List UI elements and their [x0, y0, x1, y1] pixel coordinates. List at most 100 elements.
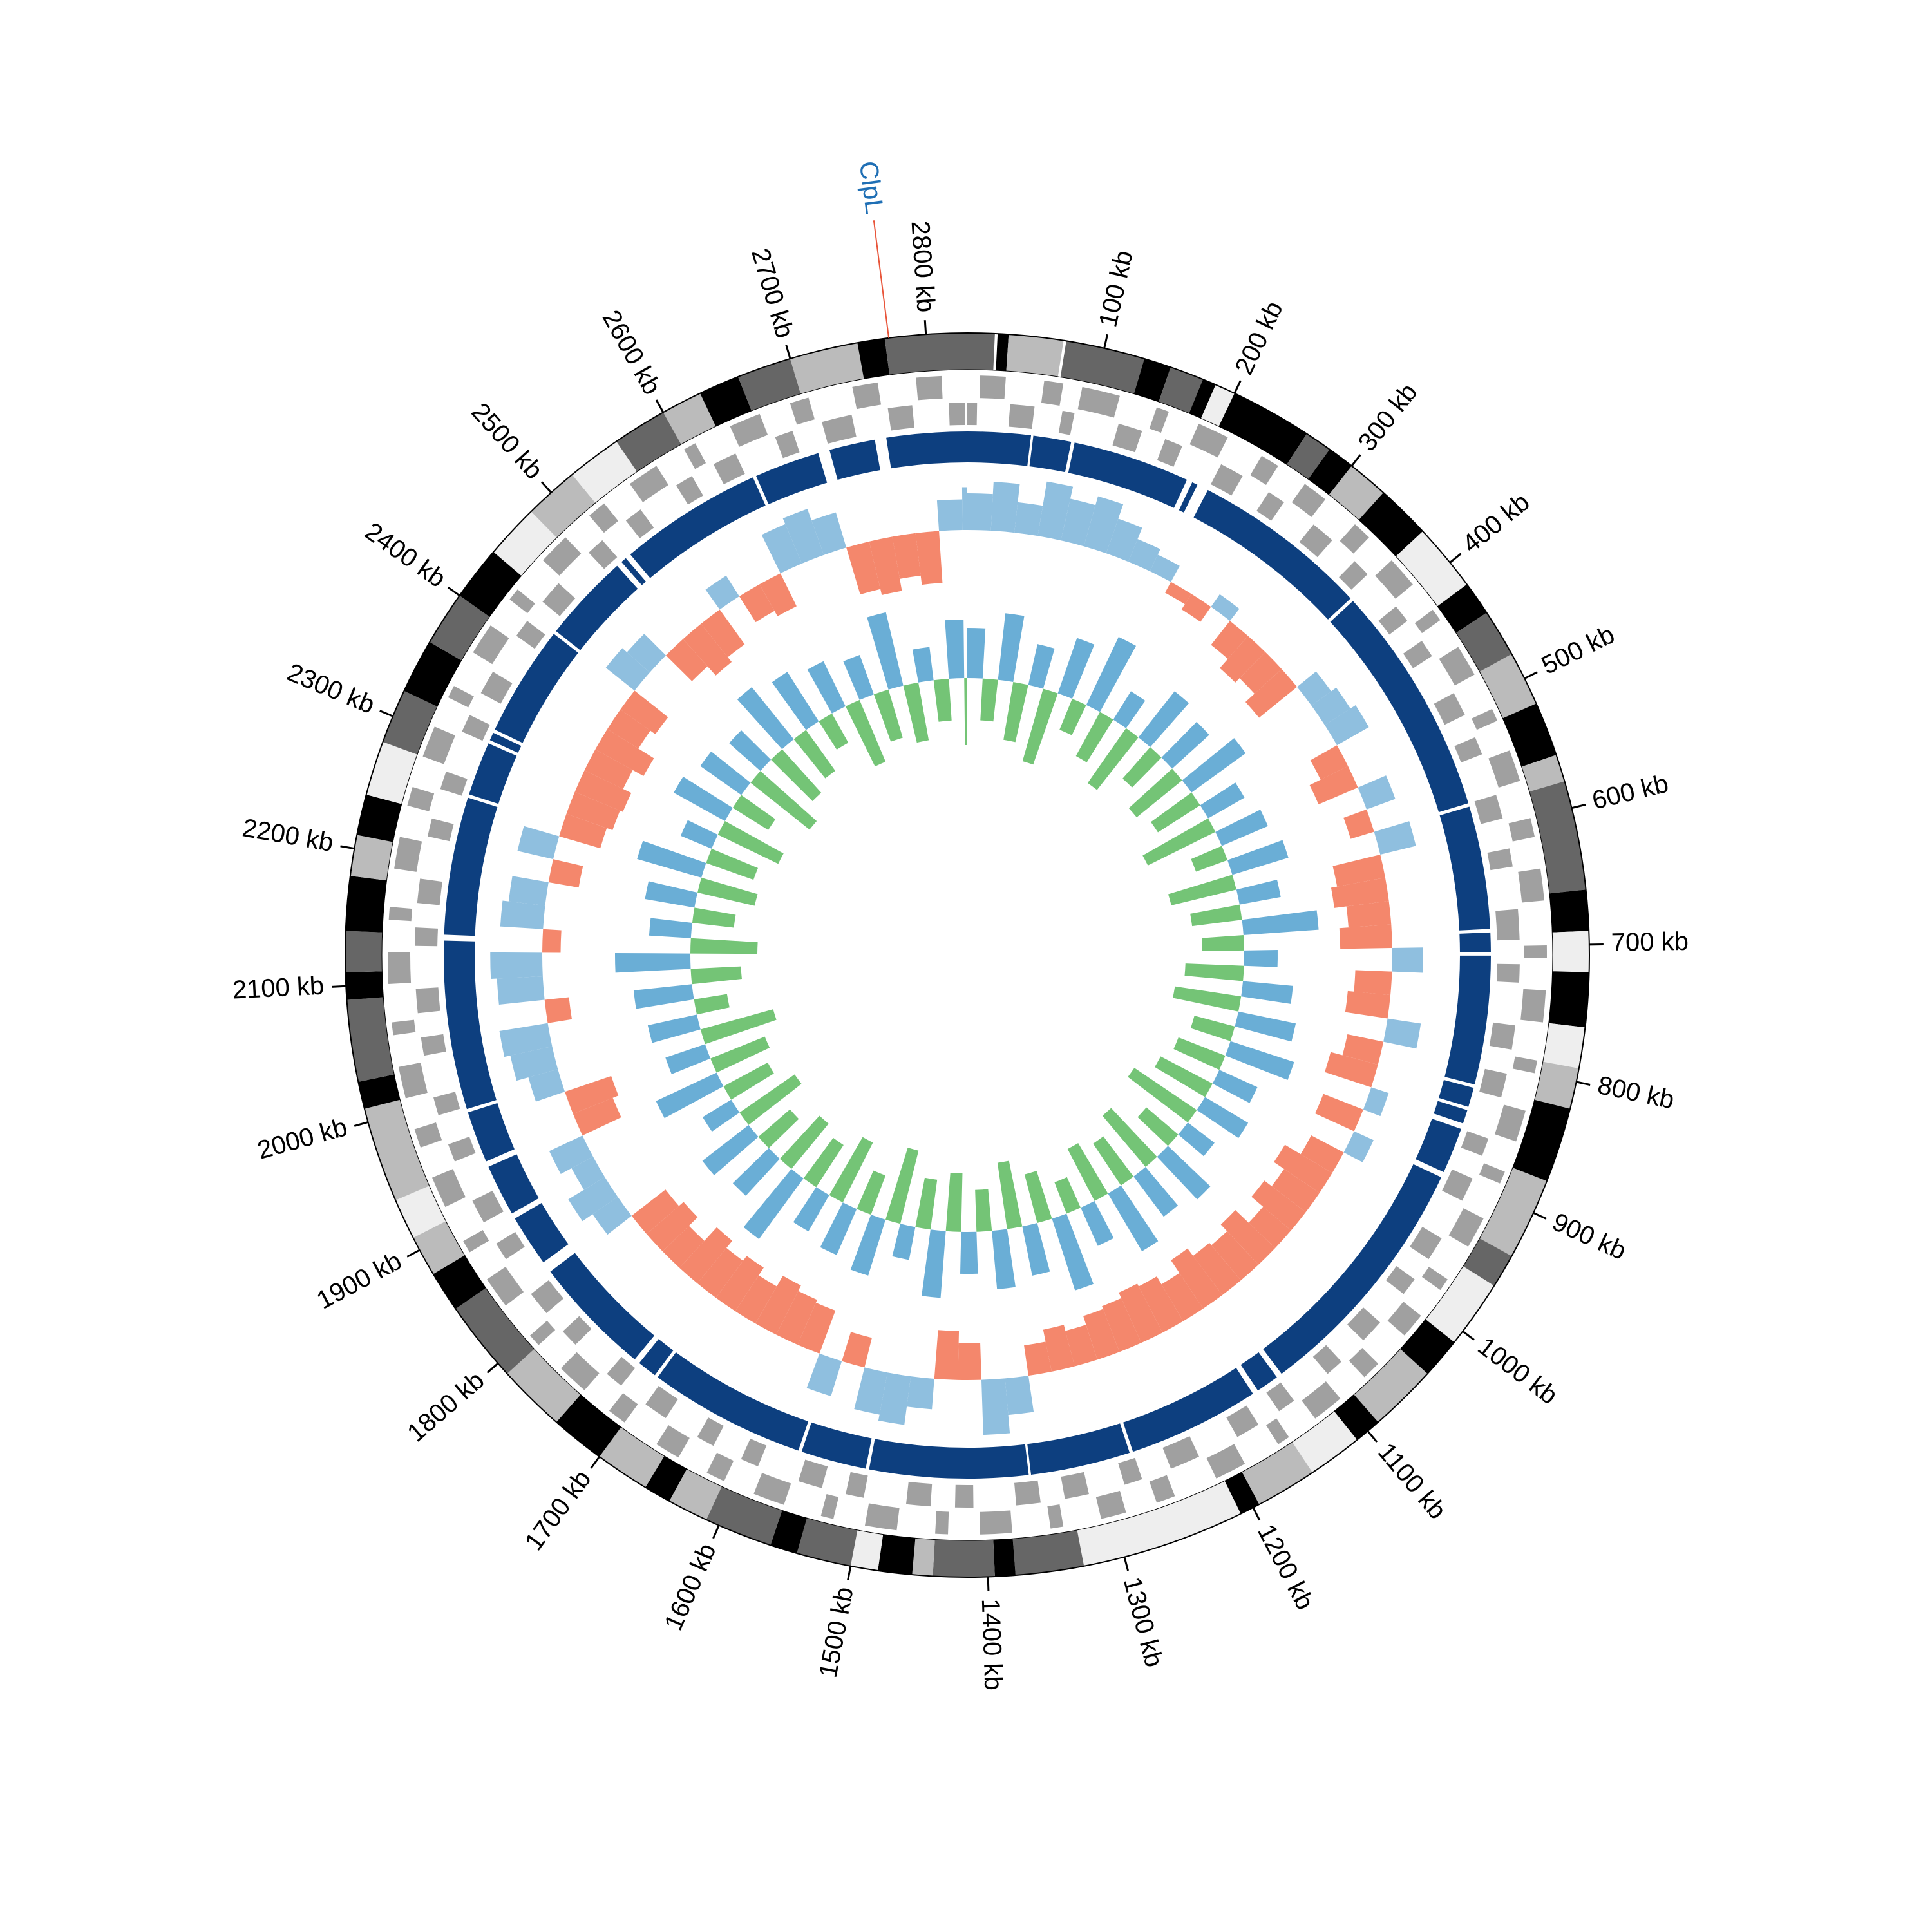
gene	[472, 1190, 504, 1223]
gene	[415, 927, 439, 947]
contig	[444, 797, 498, 936]
skew-bar	[806, 1353, 842, 1397]
gene	[676, 476, 703, 505]
gc-bar	[1197, 1097, 1249, 1139]
gc-bar	[1028, 644, 1055, 689]
gc-bar	[1241, 981, 1293, 1004]
gc-bar	[723, 1062, 774, 1100]
gene	[954, 1484, 974, 1508]
gene	[1421, 1267, 1448, 1291]
gc-bar	[1227, 840, 1289, 875]
gene	[1434, 693, 1465, 725]
skew-bar	[1363, 1087, 1389, 1117]
gc-bar	[843, 655, 874, 700]
gene	[645, 1386, 678, 1418]
ideogram-band	[1396, 531, 1467, 607]
ideogram-band	[1077, 1481, 1241, 1566]
gene	[980, 375, 1006, 399]
gene	[422, 726, 456, 764]
skew-bar	[1083, 1309, 1120, 1360]
gene	[431, 1169, 466, 1208]
ideogram-band	[572, 441, 638, 503]
gene	[487, 1267, 524, 1306]
skew-bar	[961, 487, 967, 531]
ideogram-band	[663, 393, 716, 444]
skew-bar	[811, 512, 847, 555]
ideogram-band	[770, 1510, 807, 1554]
gene	[560, 1352, 600, 1390]
tick-label: 2800 kb	[905, 220, 940, 314]
skew-bar	[761, 524, 802, 574]
tick-label: 2000 kb	[254, 1113, 350, 1165]
skew-bar	[1043, 1325, 1075, 1372]
skew-bar	[1024, 1341, 1052, 1376]
gene	[1162, 1436, 1199, 1469]
gc-bar	[793, 730, 836, 779]
gc-bar	[886, 1148, 919, 1224]
ideogram-band	[996, 334, 1009, 372]
gene	[730, 413, 768, 447]
gc-bar	[998, 613, 1025, 682]
tick-label: 600 kb	[1589, 769, 1671, 815]
gene	[421, 1034, 446, 1056]
tick-mark	[406, 1249, 421, 1258]
gene	[417, 878, 442, 905]
ideogram-band	[1308, 449, 1352, 495]
skew-bar	[1165, 582, 1191, 605]
skew-bar	[1354, 970, 1392, 996]
contig	[488, 1154, 539, 1214]
gene	[1265, 1418, 1289, 1444]
gc-bar	[645, 881, 698, 908]
ideogram-band	[1552, 931, 1589, 972]
skew-bar	[490, 952, 543, 979]
skew-bar	[1193, 1242, 1241, 1295]
gc-bar	[739, 1074, 802, 1125]
gc-bar	[690, 938, 758, 954]
tick-mark	[1462, 1330, 1475, 1341]
gene	[1524, 945, 1547, 958]
tick-label: 1000 kb	[1473, 1332, 1563, 1410]
ideogram-band	[1479, 654, 1537, 719]
tick-mark	[379, 710, 393, 717]
gc-bar	[633, 984, 694, 1009]
gc-bar	[1093, 1136, 1134, 1186]
gene	[1339, 561, 1368, 590]
gene	[388, 907, 412, 922]
ideogram-band	[1159, 367, 1203, 413]
skew-bar	[508, 876, 549, 906]
skew-bar	[571, 1156, 605, 1190]
ideogram-band	[1549, 889, 1589, 933]
ideogram-band	[531, 474, 596, 538]
contig	[967, 431, 1032, 466]
gc-bar	[845, 699, 886, 767]
ideogram-band	[1354, 1349, 1428, 1423]
ideogram-band	[884, 333, 967, 375]
gene	[1349, 1347, 1379, 1378]
gene	[1302, 1381, 1341, 1419]
gc-bar	[1137, 1107, 1179, 1146]
gc-bar	[1113, 691, 1146, 728]
ideogram-band	[345, 876, 387, 933]
skew-bar	[934, 1330, 960, 1380]
gene	[1520, 989, 1546, 1023]
gc-bar	[1075, 712, 1113, 762]
gene	[1375, 560, 1413, 599]
gene	[1226, 1405, 1259, 1437]
skew-bar	[1248, 1206, 1291, 1248]
gene	[1149, 407, 1170, 433]
gc-bar	[1157, 1146, 1211, 1200]
tick-mark	[340, 845, 355, 850]
ideogram-band	[599, 1427, 665, 1488]
skew-bar	[1311, 687, 1350, 725]
gene	[531, 1280, 564, 1313]
skew-bar	[1239, 652, 1282, 694]
gc-bar	[1200, 782, 1245, 819]
gc-bar	[967, 628, 986, 679]
ideogram-band	[430, 595, 490, 661]
gc-bar	[850, 1215, 886, 1276]
gene	[1479, 1068, 1507, 1098]
gc-bar	[697, 877, 758, 906]
gc-bar	[945, 1172, 963, 1232]
gene	[463, 1229, 489, 1253]
gene	[1095, 1490, 1126, 1519]
